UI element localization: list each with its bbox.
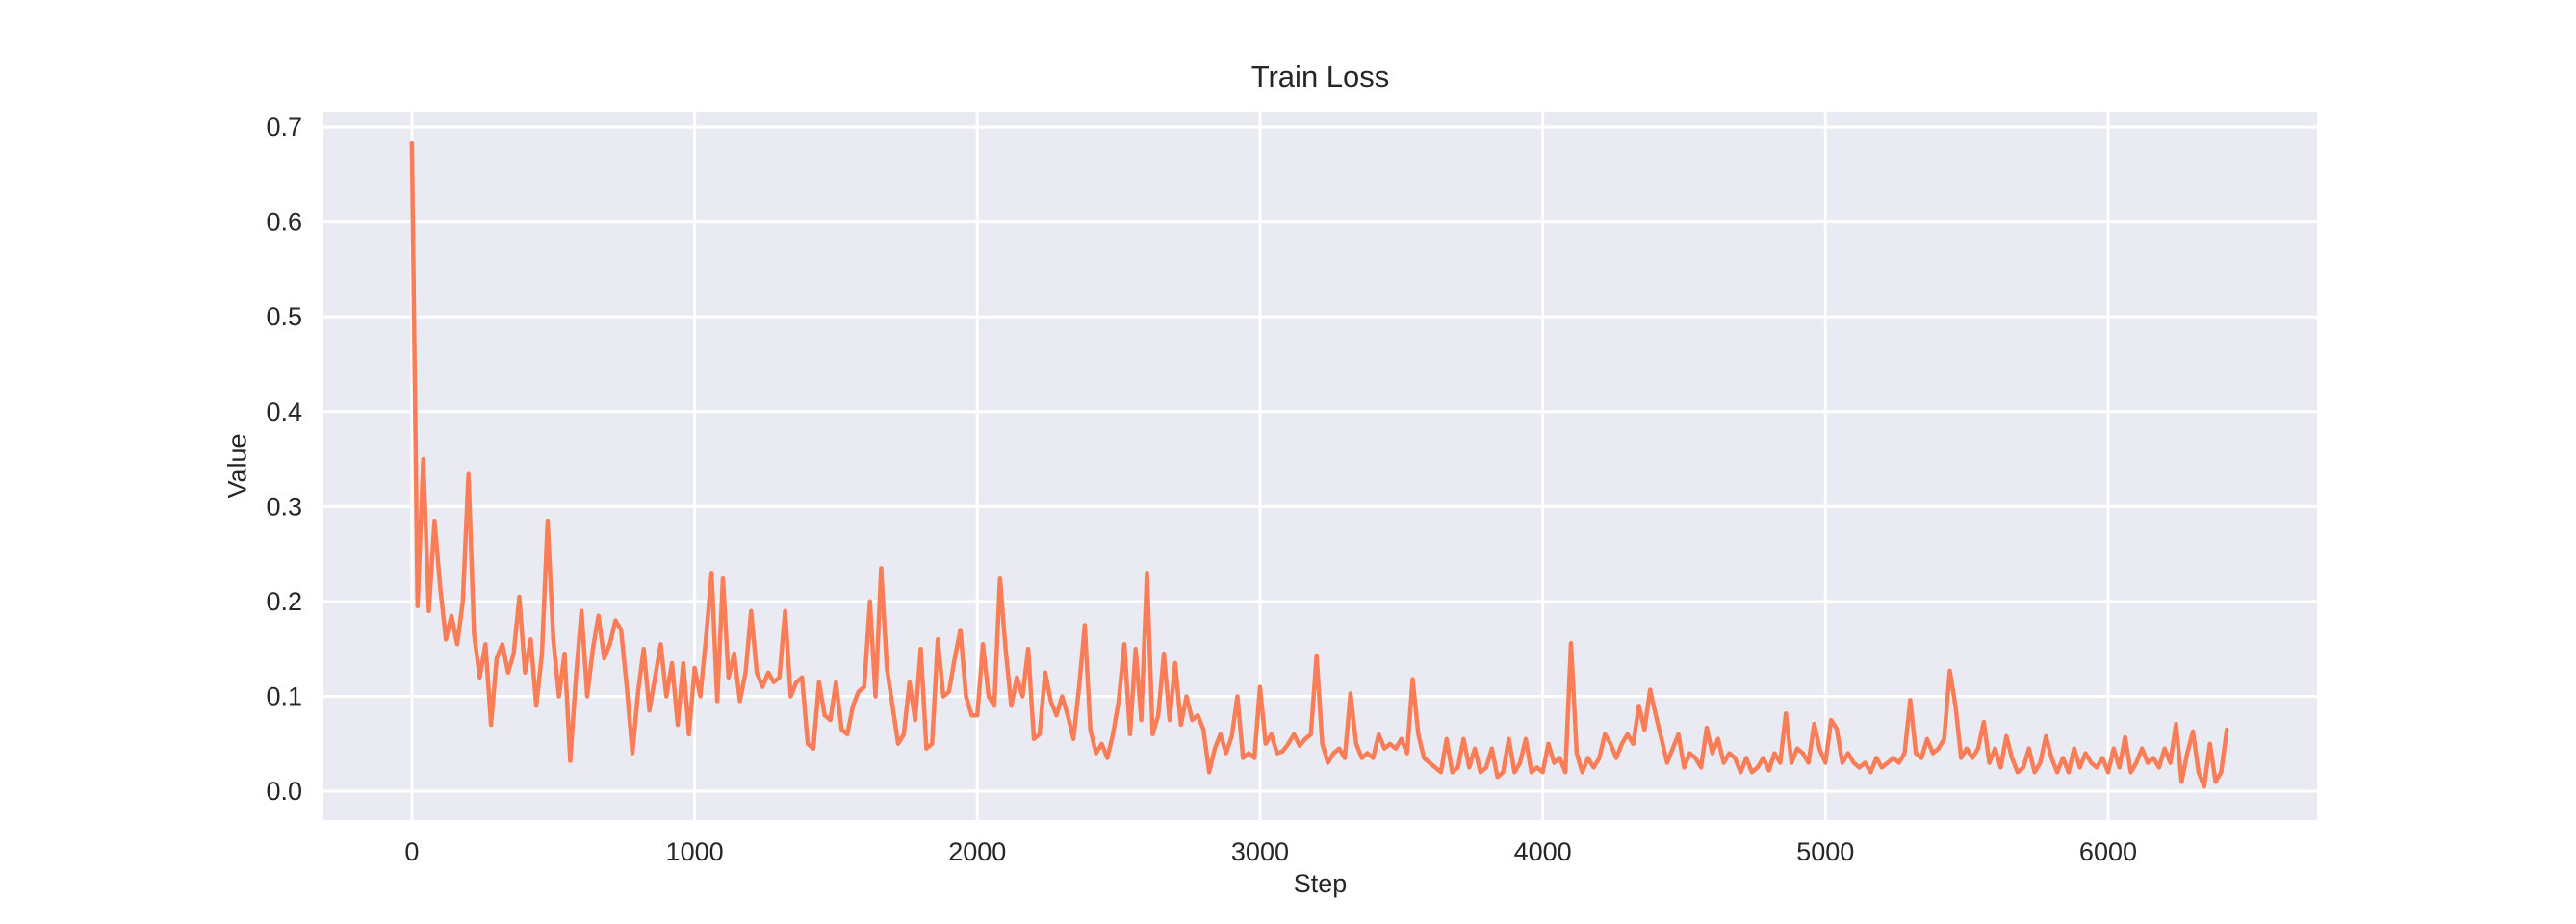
y-tick-label: 0.2	[266, 587, 302, 616]
x-tick-label: 4000	[1514, 837, 1572, 866]
x-tick-label: 0	[404, 837, 419, 866]
y-tick-label: 0.3	[266, 492, 302, 521]
loss-line	[409, 141, 2229, 789]
y-tick-label: 0.4	[266, 398, 302, 426]
x-tick-label: 1000	[666, 837, 724, 866]
x-tick-label: 6000	[2079, 837, 2137, 866]
y-axis-label: Value	[222, 433, 252, 499]
y-tick-label: 0.5	[266, 302, 302, 331]
y-tick-label: 0.1	[266, 681, 302, 710]
chart-title: Train Loss	[1250, 60, 1390, 93]
y-tick-label: 0.6	[266, 208, 302, 237]
y-tick-label: 0.0	[266, 777, 302, 806]
x-tick-label: 2000	[948, 837, 1006, 866]
y-tick-label: 0.7	[266, 113, 302, 141]
x-tick-label: 5000	[1796, 837, 1854, 866]
x-tick-label: 3000	[1231, 837, 1289, 866]
x-axis-label: Step	[1293, 869, 1348, 898]
